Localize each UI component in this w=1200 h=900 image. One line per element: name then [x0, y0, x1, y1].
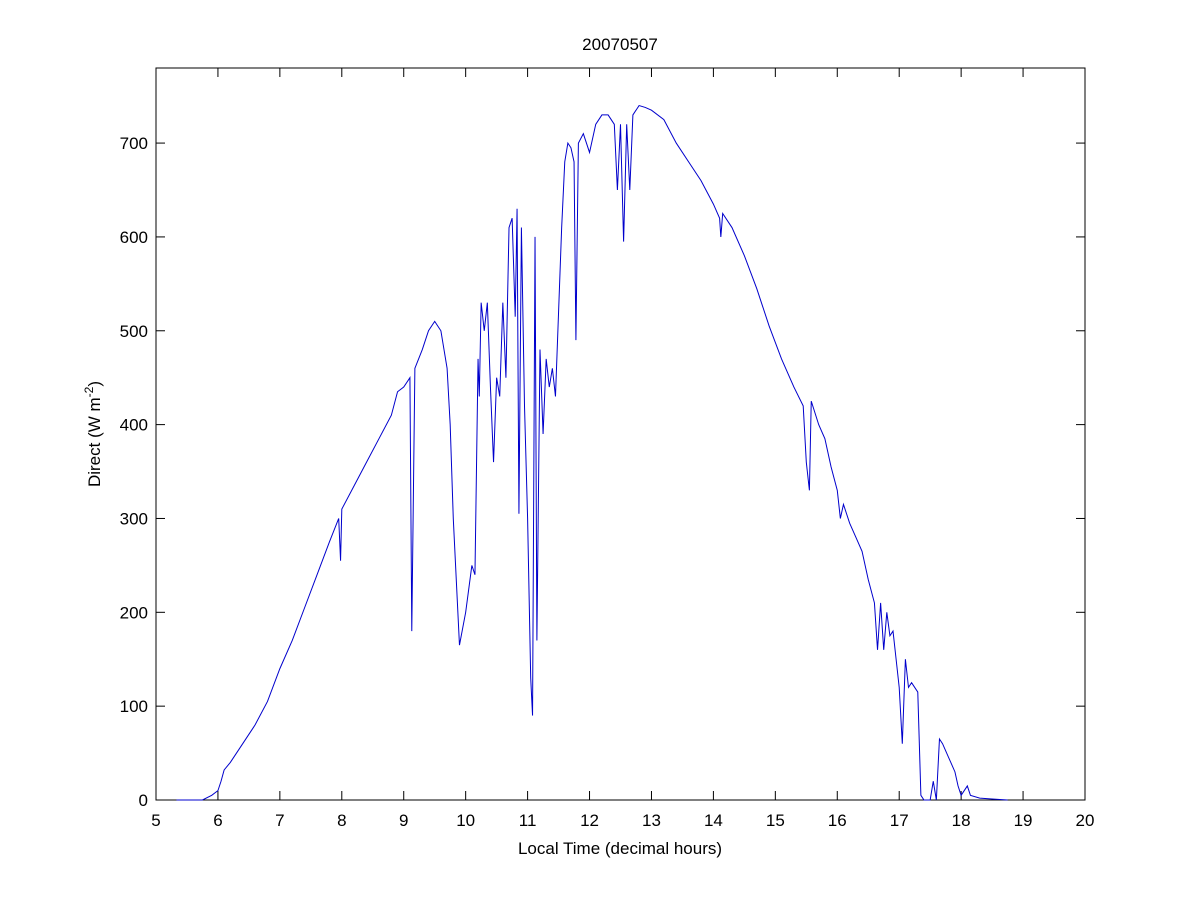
x-tick-label: 15	[766, 811, 785, 830]
y-axis-label-text: Direct (W m	[85, 397, 104, 487]
x-tick-label: 8	[337, 811, 346, 830]
x-tick-label: 7	[275, 811, 284, 830]
y-tick-label: 600	[120, 228, 148, 247]
y-tick-label: 0	[139, 791, 148, 810]
data-line	[176, 104, 1008, 801]
x-tick-label: 19	[1014, 811, 1033, 830]
x-tick-label: 11	[519, 811, 537, 830]
y-axis-label-end: )	[85, 381, 104, 387]
x-tick-label: 20	[1076, 811, 1095, 830]
y-axis-label-sup: -2	[82, 386, 96, 397]
x-tick-label: 9	[399, 811, 408, 830]
x-tick-label: 14	[704, 811, 723, 830]
x-axis-label: Local Time (decimal hours)	[518, 839, 722, 858]
x-tick-label: 10	[456, 811, 475, 830]
y-tick-label: 100	[120, 697, 148, 716]
y-tick-label: 400	[120, 416, 148, 435]
y-tick-label: 700	[120, 134, 148, 153]
x-tick-label: 17	[890, 811, 909, 830]
y-tick-label: 300	[120, 509, 148, 528]
x-tick-label: 18	[952, 811, 971, 830]
y-tick-label: 500	[120, 322, 148, 341]
x-tick-label: 5	[151, 811, 160, 830]
y-axis-label: Direct (W m-2)	[82, 381, 104, 487]
x-tick-label: 16	[828, 811, 847, 830]
x-tick-label: 6	[213, 811, 222, 830]
y-tick-label: 200	[120, 603, 148, 622]
axes-box	[155, 67, 1086, 801]
x-tick-label: 13	[642, 811, 661, 830]
chart-title: 20070507	[582, 35, 658, 54]
x-tick-label: 12	[580, 811, 599, 830]
